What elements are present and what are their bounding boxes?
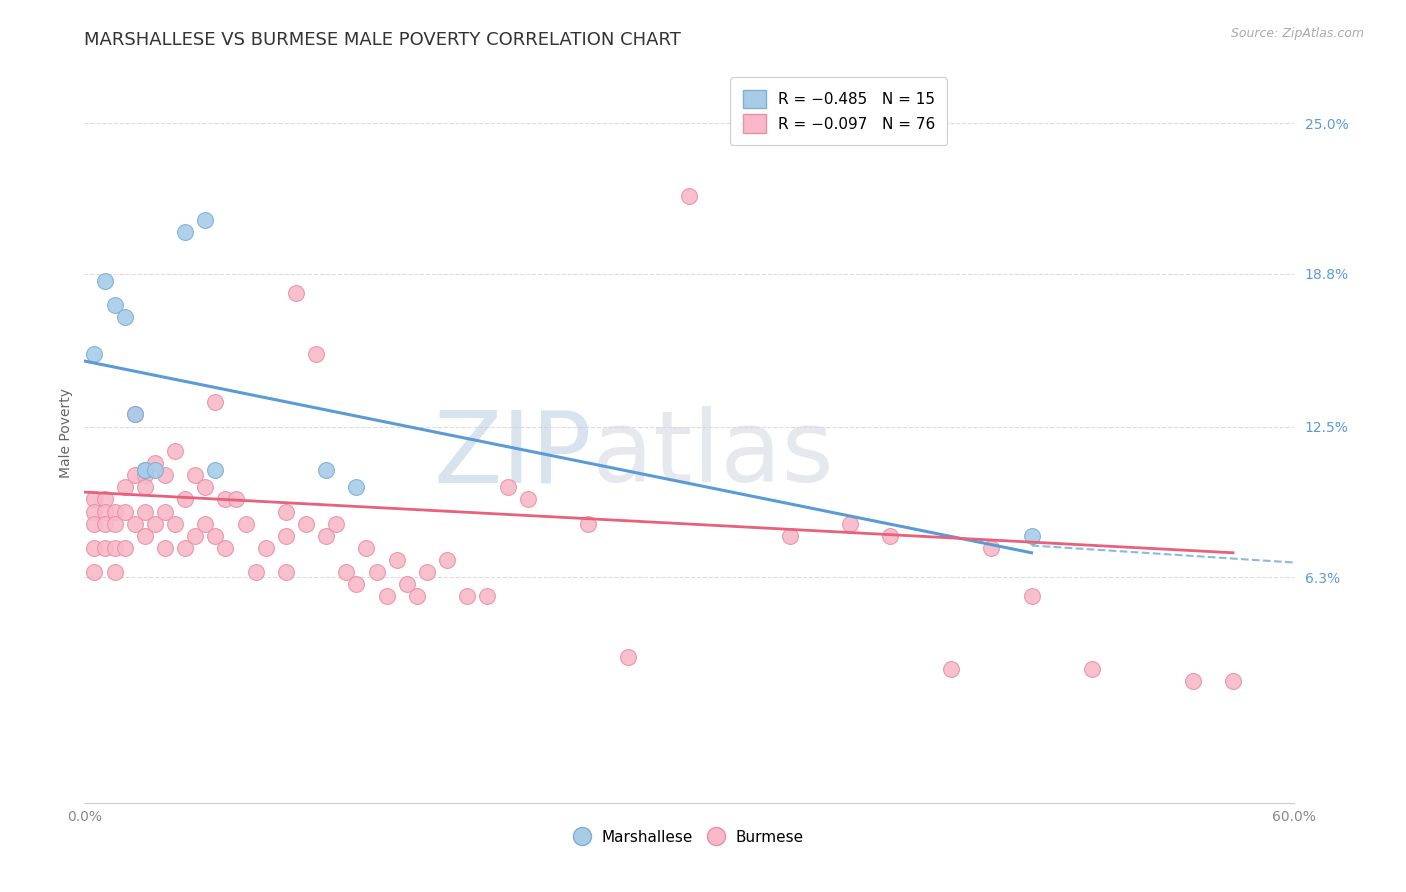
Point <box>617 650 640 665</box>
Point <box>143 456 166 470</box>
Point <box>204 529 226 543</box>
Point <box>406 590 429 604</box>
Point <box>93 541 115 555</box>
Point <box>416 565 439 579</box>
Point <box>134 463 156 477</box>
Y-axis label: Male Poverty: Male Poverty <box>59 388 73 477</box>
Point <box>235 516 257 531</box>
Point <box>134 468 156 483</box>
Point <box>114 541 136 555</box>
Point <box>346 480 368 494</box>
Point <box>204 395 226 409</box>
Point <box>184 468 207 483</box>
Point <box>153 541 176 555</box>
Point <box>576 516 599 531</box>
Point <box>174 541 197 555</box>
Point <box>254 541 277 555</box>
Point <box>93 504 115 518</box>
Point <box>104 541 127 555</box>
Point <box>839 516 862 531</box>
Point <box>678 189 700 203</box>
Point <box>366 565 388 579</box>
Point <box>104 504 127 518</box>
Point <box>124 408 146 422</box>
Point <box>516 492 538 507</box>
Point <box>325 516 347 531</box>
Point <box>93 274 115 288</box>
Point <box>274 565 297 579</box>
Point <box>315 463 337 477</box>
Point <box>143 516 166 531</box>
Point <box>184 529 207 543</box>
Legend: Marshallese, Burmese: Marshallese, Burmese <box>568 823 810 851</box>
Text: MARSHALLESE VS BURMESE MALE POVERTY CORRELATION CHART: MARSHALLESE VS BURMESE MALE POVERTY CORR… <box>84 31 682 49</box>
Point <box>153 504 176 518</box>
Point <box>385 553 408 567</box>
Point <box>104 565 127 579</box>
Point <box>83 492 105 507</box>
Text: atlas: atlas <box>592 407 834 503</box>
Point <box>124 468 146 483</box>
Point <box>143 463 166 477</box>
Point <box>83 541 105 555</box>
Point <box>114 310 136 325</box>
Text: ZIP: ZIP <box>434 407 592 503</box>
Point <box>214 492 236 507</box>
Point <box>83 347 105 361</box>
Point <box>83 565 105 579</box>
Point <box>1021 529 1043 543</box>
Point <box>165 516 187 531</box>
Point <box>496 480 519 494</box>
Point <box>395 577 418 591</box>
Point <box>134 529 156 543</box>
Point <box>315 529 337 543</box>
Point <box>335 565 357 579</box>
Point <box>225 492 247 507</box>
Point <box>285 286 308 301</box>
Point <box>477 590 499 604</box>
Point <box>214 541 236 555</box>
Point <box>1222 674 1244 689</box>
Point <box>375 590 398 604</box>
Point <box>104 516 127 531</box>
Point <box>305 347 328 361</box>
Point <box>124 408 146 422</box>
Point <box>174 225 197 239</box>
Point <box>194 213 217 227</box>
Point <box>153 468 176 483</box>
Point <box>134 463 156 477</box>
Point <box>134 504 156 518</box>
Point <box>274 529 297 543</box>
Point <box>1081 662 1104 676</box>
Point <box>174 492 197 507</box>
Point <box>104 298 127 312</box>
Point <box>124 516 146 531</box>
Point <box>204 463 226 477</box>
Point <box>194 480 217 494</box>
Point <box>114 504 136 518</box>
Point <box>346 577 368 591</box>
Point <box>134 480 156 494</box>
Point <box>356 541 378 555</box>
Point <box>245 565 267 579</box>
Point <box>165 443 187 458</box>
Point <box>83 516 105 531</box>
Text: Source: ZipAtlas.com: Source: ZipAtlas.com <box>1230 27 1364 40</box>
Point <box>295 516 318 531</box>
Point <box>114 480 136 494</box>
Point <box>436 553 458 567</box>
Point <box>274 504 297 518</box>
Point <box>879 529 901 543</box>
Point <box>939 662 962 676</box>
Point <box>83 504 105 518</box>
Point <box>779 529 801 543</box>
Point <box>1021 590 1043 604</box>
Point <box>93 492 115 507</box>
Point <box>980 541 1002 555</box>
Point <box>456 590 478 604</box>
Point <box>194 516 217 531</box>
Point <box>1181 674 1204 689</box>
Point <box>93 516 115 531</box>
